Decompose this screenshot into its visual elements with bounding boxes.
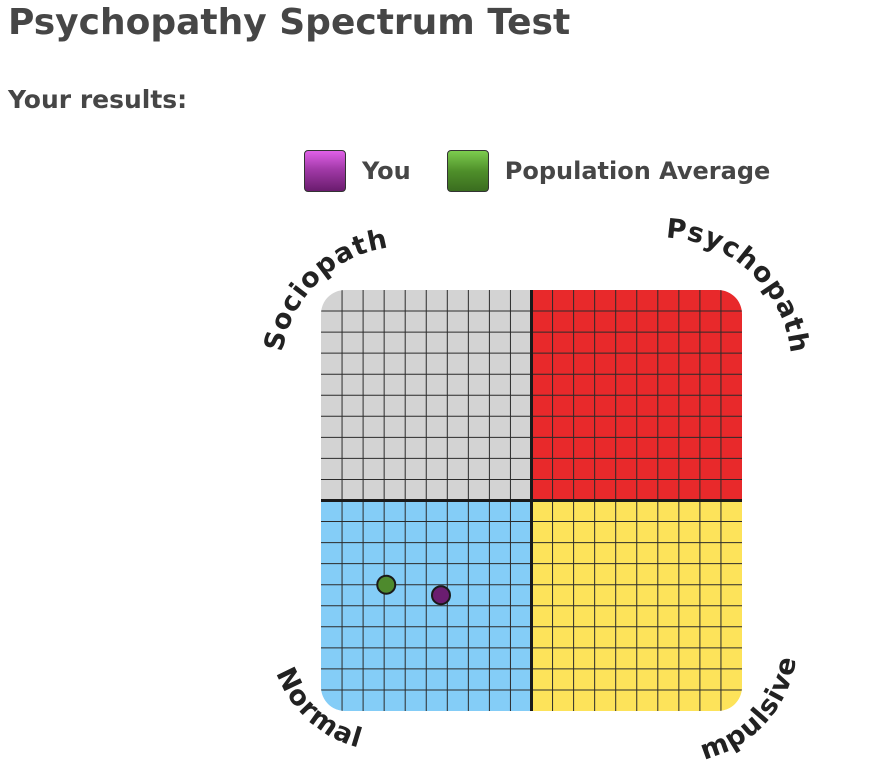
legend-swatch-population-average xyxy=(446,150,489,192)
legend-label-population-average: Population Average xyxy=(504,157,771,185)
page-title: Psychopathy Spectrum Test xyxy=(8,2,571,43)
data-points xyxy=(376,574,451,606)
legend-label-you: You xyxy=(362,157,411,185)
legend-item-you: You xyxy=(304,150,411,192)
data-point-population-average xyxy=(376,574,397,595)
legend-swatch-you xyxy=(304,150,346,192)
plot-area xyxy=(321,290,742,711)
legend-item-population-average: Population Average xyxy=(446,150,771,192)
results-heading: Your results: xyxy=(8,85,188,114)
chart-legend: You Population Average xyxy=(304,148,770,194)
data-point-you xyxy=(430,585,451,606)
